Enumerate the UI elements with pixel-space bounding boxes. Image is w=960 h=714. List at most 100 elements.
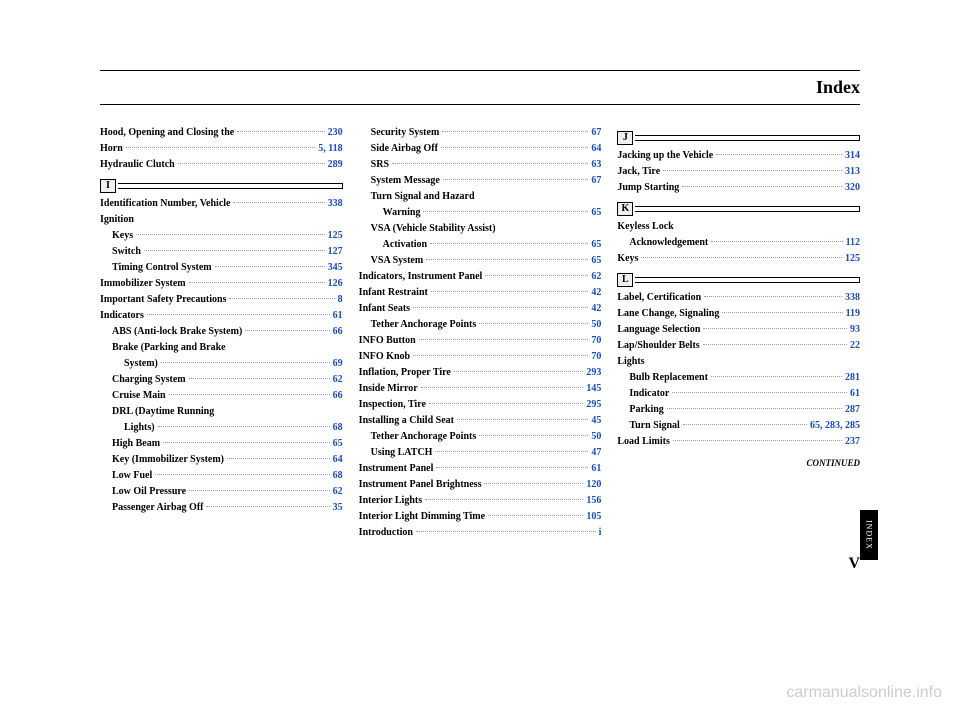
- entry-page[interactable]: 42: [591, 285, 601, 301]
- entry-page[interactable]: 42: [591, 301, 601, 317]
- entry-page[interactable]: 50: [591, 317, 601, 333]
- leader-dots: [479, 323, 588, 324]
- leader-dots: [641, 257, 842, 258]
- entry-label: VSA System: [371, 253, 424, 269]
- entry-page[interactable]: 314: [845, 148, 860, 164]
- leader-dots: [169, 394, 330, 395]
- entry-page[interactable]: 45: [591, 413, 601, 429]
- leader-dots: [435, 451, 588, 452]
- entry-page[interactable]: 237: [845, 434, 860, 450]
- entry-page[interactable]: 70: [591, 349, 601, 365]
- entry-page[interactable]: 68: [333, 468, 343, 484]
- entry-label: Low Fuel: [112, 468, 152, 484]
- page-number: V: [100, 555, 860, 573]
- entry-page[interactable]: 61: [333, 308, 343, 324]
- entry-page[interactable]: 67: [591, 125, 601, 141]
- entry-page[interactable]: 35: [333, 500, 343, 516]
- entry-page[interactable]: 126: [328, 276, 343, 292]
- entry-page[interactable]: 65: [591, 237, 601, 253]
- entry-page[interactable]: 125: [328, 228, 343, 244]
- entry-page[interactable]: 64: [591, 141, 601, 157]
- entry-page[interactable]: 65, 283, 285: [810, 418, 860, 434]
- entry-page[interactable]: 61: [850, 386, 860, 402]
- entry-page[interactable]: 8: [338, 292, 343, 308]
- leader-dots: [155, 474, 329, 475]
- index-entry: Tether Anchorage Points50: [359, 317, 602, 333]
- index-entry: Turn Signal and Hazard: [359, 189, 602, 205]
- entry-page[interactable]: 125: [845, 251, 860, 267]
- continued-label: CONTINUED: [617, 456, 860, 470]
- entry-page[interactable]: 320: [845, 180, 860, 196]
- index-entry: Lights: [617, 354, 860, 370]
- index-entry: High Beam 65: [100, 436, 343, 452]
- entry-page[interactable]: 287: [845, 402, 860, 418]
- entry-label: Hydraulic Clutch: [100, 157, 175, 173]
- leader-dots: [423, 211, 588, 212]
- leader-dots: [431, 291, 589, 292]
- entry-page[interactable]: 47: [591, 445, 601, 461]
- entry-page[interactable]: 66: [333, 324, 343, 340]
- entry-page[interactable]: 69: [333, 356, 343, 372]
- entry-page[interactable]: 62: [591, 269, 601, 285]
- entry-page[interactable]: 230: [328, 125, 343, 141]
- entry-page[interactable]: 50: [591, 429, 601, 445]
- index-entry: VSA System 65: [359, 253, 602, 269]
- leader-dots: [413, 355, 588, 356]
- entry-page[interactable]: 293: [586, 365, 601, 381]
- section-letter-k: K: [617, 202, 633, 216]
- entry-page[interactable]: 66: [333, 388, 343, 404]
- entry-page[interactable]: 62: [333, 372, 343, 388]
- entry-label: High Beam: [112, 436, 160, 452]
- entry-page[interactable]: 22: [850, 338, 860, 354]
- entry-page[interactable]: 295: [586, 397, 601, 413]
- entry-page[interactable]: 112: [846, 235, 860, 251]
- index-entry: Indicator61: [617, 386, 860, 402]
- entry-page[interactable]: 62: [333, 484, 343, 500]
- index-entry: Jack, Tire313: [617, 164, 860, 180]
- leader-dots: [189, 282, 325, 283]
- entry-page[interactable]: 65: [333, 436, 343, 452]
- entry-page[interactable]: 68: [333, 420, 343, 436]
- entry-page[interactable]: 64: [333, 452, 343, 468]
- index-entry: Installing a Child Seat45: [359, 413, 602, 429]
- entry-page[interactable]: 93: [850, 322, 860, 338]
- entry-label: Cruise Main: [112, 388, 166, 404]
- index-entry: Cruise Main 66: [100, 388, 343, 404]
- leader-dots: [178, 163, 325, 164]
- leader-dots: [392, 163, 588, 164]
- entry-label: Using LATCH: [371, 445, 433, 461]
- entry-page[interactable]: 61: [591, 461, 601, 477]
- index-entry: Tether Anchorage Points50: [359, 429, 602, 445]
- entry-page[interactable]: 5, 118: [318, 141, 342, 157]
- entry-page[interactable]: 67: [591, 173, 601, 189]
- entry-page[interactable]: 289: [328, 157, 343, 173]
- entry-page[interactable]: 63: [591, 157, 601, 173]
- entry-page[interactable]: 120: [586, 477, 601, 493]
- column-2: Security System67Side Airbag Off64SRS63S…: [359, 125, 602, 541]
- entry-page[interactable]: 145: [586, 381, 601, 397]
- entry-page[interactable]: 70: [591, 333, 601, 349]
- entry-page[interactable]: 119: [846, 306, 860, 322]
- entry-label: System Message: [371, 173, 440, 189]
- entry-page[interactable]: 281: [845, 370, 860, 386]
- leader-dots: [711, 241, 842, 242]
- entry-page[interactable]: 338: [845, 290, 860, 306]
- leader-dots: [442, 131, 588, 132]
- entry-page[interactable]: 345: [328, 260, 343, 276]
- entry-page[interactable]: i: [599, 525, 602, 541]
- entry-label: Keyless Lock: [617, 219, 673, 235]
- index-entry: Jump Starting320: [617, 180, 860, 196]
- entry-page[interactable]: 65: [591, 205, 601, 221]
- entry-page[interactable]: 156: [586, 493, 601, 509]
- leader-dots: [416, 531, 596, 532]
- index-entry: Low Fuel 68: [100, 468, 343, 484]
- entry-page[interactable]: 313: [845, 164, 860, 180]
- entry-page[interactable]: 338: [328, 196, 343, 212]
- index-entry: Charging System62: [100, 372, 343, 388]
- entry-label: Inspection, Tire: [359, 397, 426, 413]
- entry-page[interactable]: 127: [328, 244, 343, 260]
- index-entry: Activation65: [359, 237, 602, 253]
- entry-page[interactable]: 65: [591, 253, 601, 269]
- entry-page[interactable]: 105: [586, 509, 601, 525]
- section-bar-j: J: [617, 131, 860, 145]
